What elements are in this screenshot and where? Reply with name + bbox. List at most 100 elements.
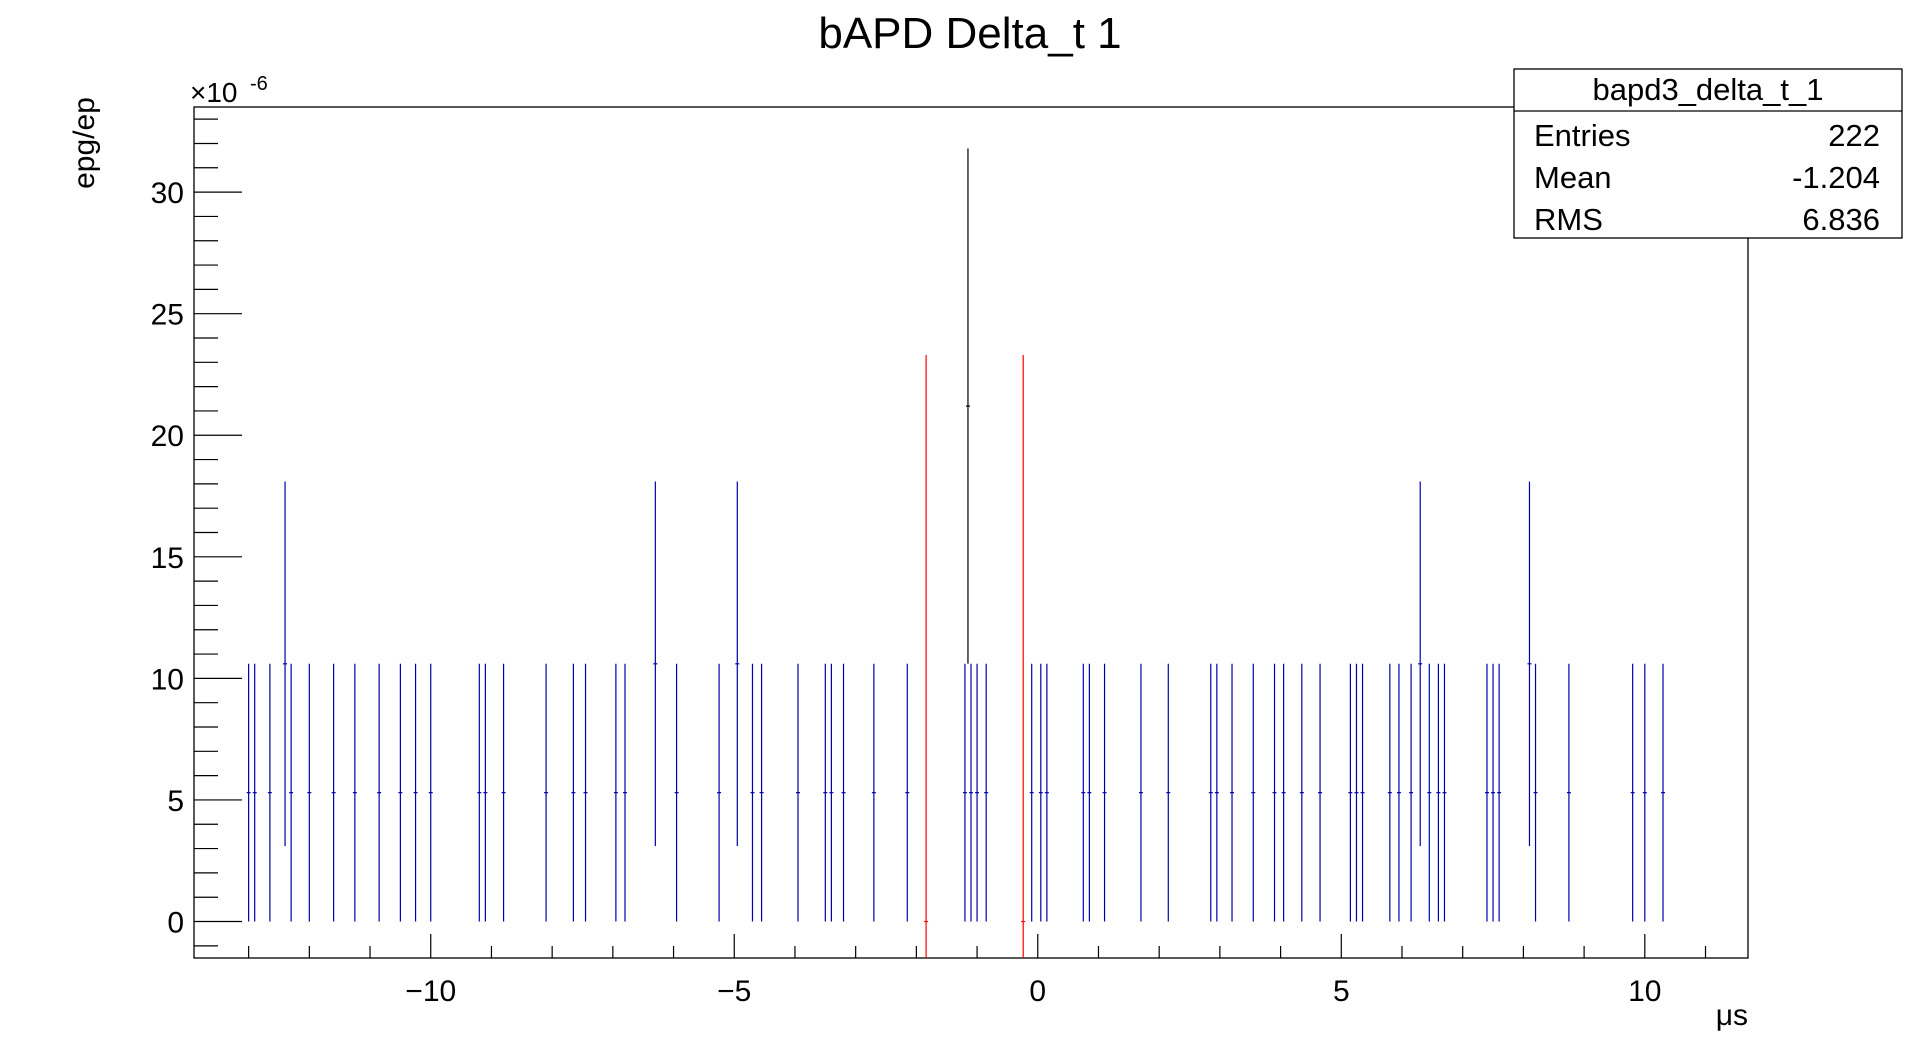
data-point xyxy=(583,663,588,922)
data-point xyxy=(1281,663,1286,922)
data-point xyxy=(969,663,973,922)
data-point xyxy=(1348,663,1353,922)
data-point xyxy=(246,663,251,922)
data-point xyxy=(428,663,433,922)
stats-entries-value: 222 xyxy=(1828,118,1880,153)
data-point xyxy=(1354,663,1359,922)
data-point xyxy=(1533,663,1538,922)
data-point xyxy=(1418,481,1423,847)
data-point xyxy=(653,481,658,847)
y-tick-label: 0 xyxy=(167,907,184,940)
data-point xyxy=(483,663,488,922)
data-point xyxy=(1396,663,1401,922)
x-tick-label: −10 xyxy=(405,975,456,1008)
data-point xyxy=(823,663,828,922)
data-point xyxy=(1230,663,1235,922)
data-point xyxy=(1387,663,1392,922)
data-point xyxy=(1497,663,1502,922)
y-multiplier: ×10 -6 xyxy=(190,73,268,108)
data-point xyxy=(283,481,288,847)
data-point xyxy=(377,663,382,922)
data-point xyxy=(1021,355,1026,958)
data-point xyxy=(571,663,576,922)
data-point xyxy=(905,663,910,922)
data-point xyxy=(1166,663,1171,922)
data-point xyxy=(1081,663,1086,922)
chart-title: bAPD Delta_t 1 xyxy=(818,9,1121,58)
data-point xyxy=(1484,663,1489,922)
stats-box-frame xyxy=(1513,68,1903,239)
data-point xyxy=(331,663,336,922)
stats-mean-value: -1.204 xyxy=(1792,160,1880,195)
data-point xyxy=(1491,663,1496,922)
data-point xyxy=(717,663,722,922)
stats-box: bapd3_delta_t_1 Entries 222 Mean -1.204 … xyxy=(1513,68,1903,239)
x-tick-label: 5 xyxy=(1333,975,1350,1008)
data-point xyxy=(1409,663,1414,922)
data-point xyxy=(750,663,755,922)
data-point xyxy=(307,663,312,922)
stats-rms-label: RMS xyxy=(1534,202,1603,237)
data-point xyxy=(1360,663,1365,922)
data-point xyxy=(289,663,294,922)
data-point xyxy=(795,663,800,922)
data-point xyxy=(1427,663,1432,922)
data-point xyxy=(1087,663,1092,922)
data-point xyxy=(1318,663,1323,922)
axes: −10 −5 0 5 10 0 5 10 15 20 25 30 xyxy=(151,118,1707,1008)
data-point xyxy=(622,663,627,922)
data-point xyxy=(1566,663,1571,922)
stats-box-name: bapd3_delta_t_1 xyxy=(1592,72,1823,107)
data-point xyxy=(1251,663,1256,922)
data-point xyxy=(962,663,967,922)
data-point xyxy=(1272,663,1277,922)
y-multiplier-exponent: -6 xyxy=(250,73,268,95)
data-point xyxy=(735,481,740,847)
stats-mean-label: Mean xyxy=(1534,160,1612,195)
data-point xyxy=(924,355,929,958)
data-point xyxy=(352,663,357,922)
data-point xyxy=(1642,663,1647,922)
y-tick-label: 5 xyxy=(167,785,184,818)
data-point xyxy=(984,663,989,922)
data-point xyxy=(398,663,403,922)
data-point xyxy=(477,663,482,922)
data-point xyxy=(1527,481,1532,847)
y-tick-label: 25 xyxy=(151,299,184,332)
x-tick-label: −5 xyxy=(717,975,751,1008)
y-tick-label: 10 xyxy=(151,663,184,696)
data-point xyxy=(613,663,618,922)
y-tick-label: 30 xyxy=(151,177,184,210)
data-point xyxy=(1630,663,1635,922)
data-point xyxy=(871,663,876,922)
data-point xyxy=(501,663,506,922)
data-point xyxy=(252,663,257,922)
data-point xyxy=(1044,663,1049,922)
data-point xyxy=(1029,663,1034,922)
data-point xyxy=(1442,663,1447,922)
data-point xyxy=(1208,663,1213,922)
data-point xyxy=(1436,663,1441,922)
data-point xyxy=(267,663,272,922)
y-axis-label: epg/ep xyxy=(68,97,101,189)
data-point xyxy=(544,663,549,922)
data-point xyxy=(975,663,980,922)
data-point xyxy=(1299,663,1304,922)
data-point xyxy=(759,663,764,922)
stats-entries-label: Entries xyxy=(1534,118,1630,153)
data-point xyxy=(674,663,679,922)
y-tick-label: 20 xyxy=(151,420,184,453)
stats-rms-value: 6.836 xyxy=(1802,202,1880,237)
data-point xyxy=(1038,663,1043,922)
data-point xyxy=(841,663,846,922)
data-point xyxy=(1138,663,1143,922)
data-point xyxy=(1102,663,1107,922)
data-point xyxy=(1214,663,1219,922)
data-point xyxy=(965,148,970,664)
x-tick-label: 10 xyxy=(1628,975,1661,1008)
data-point xyxy=(829,663,834,922)
data-marks xyxy=(246,148,1666,958)
data-point xyxy=(413,663,418,922)
x-axis-label: μs xyxy=(1716,999,1748,1032)
